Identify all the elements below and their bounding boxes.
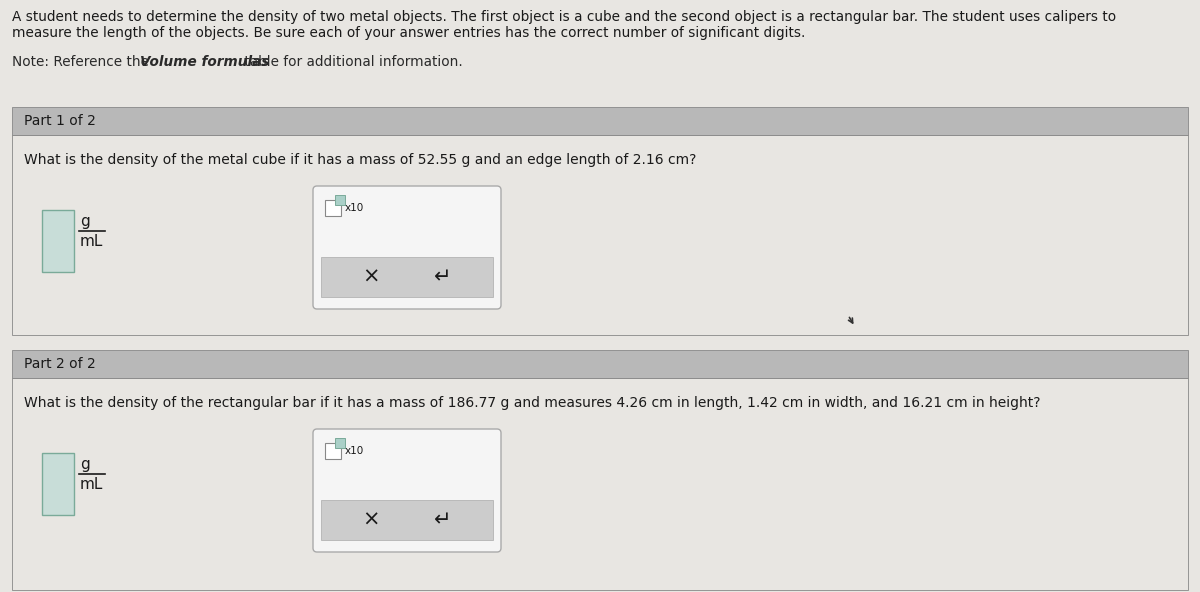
Bar — [335, 438, 346, 448]
Bar — [42, 453, 74, 515]
Text: g: g — [80, 457, 90, 472]
Bar — [322, 257, 493, 297]
Text: ↵: ↵ — [434, 510, 451, 530]
Bar — [42, 210, 74, 272]
Text: ×: × — [362, 267, 379, 287]
FancyBboxPatch shape — [313, 429, 502, 552]
Text: Part 1 of 2: Part 1 of 2 — [24, 114, 96, 128]
Text: A student needs to determine the density of two metal objects. The first object : A student needs to determine the density… — [12, 10, 1116, 24]
Text: x10: x10 — [346, 446, 365, 456]
Text: Note: Reference the: Note: Reference the — [12, 55, 154, 69]
Bar — [12, 350, 1188, 378]
Bar — [325, 200, 341, 216]
Text: mL: mL — [80, 234, 103, 249]
FancyBboxPatch shape — [313, 186, 502, 309]
Bar — [12, 107, 1188, 135]
Bar — [12, 378, 1188, 590]
Text: What is the density of the metal cube if it has a mass of 52.55 g and an edge le: What is the density of the metal cube if… — [24, 153, 696, 167]
Bar — [335, 195, 346, 205]
Text: ↵: ↵ — [434, 267, 451, 287]
Bar — [325, 443, 341, 459]
Text: measure the length of the objects. Be sure each of your answer entries has the c: measure the length of the objects. Be su… — [12, 26, 805, 40]
Text: ×: × — [362, 510, 379, 530]
Text: Volume formulas: Volume formulas — [140, 55, 270, 69]
Text: mL: mL — [80, 477, 103, 492]
Text: g: g — [80, 214, 90, 229]
Text: What is the density of the rectangular bar if it has a mass of 186.77 g and meas: What is the density of the rectangular b… — [24, 396, 1040, 410]
Text: Part 2 of 2: Part 2 of 2 — [24, 357, 96, 371]
Bar — [12, 135, 1188, 335]
Text: table for additional information.: table for additional information. — [240, 55, 463, 69]
Bar — [322, 500, 493, 540]
Text: x10: x10 — [346, 203, 365, 213]
